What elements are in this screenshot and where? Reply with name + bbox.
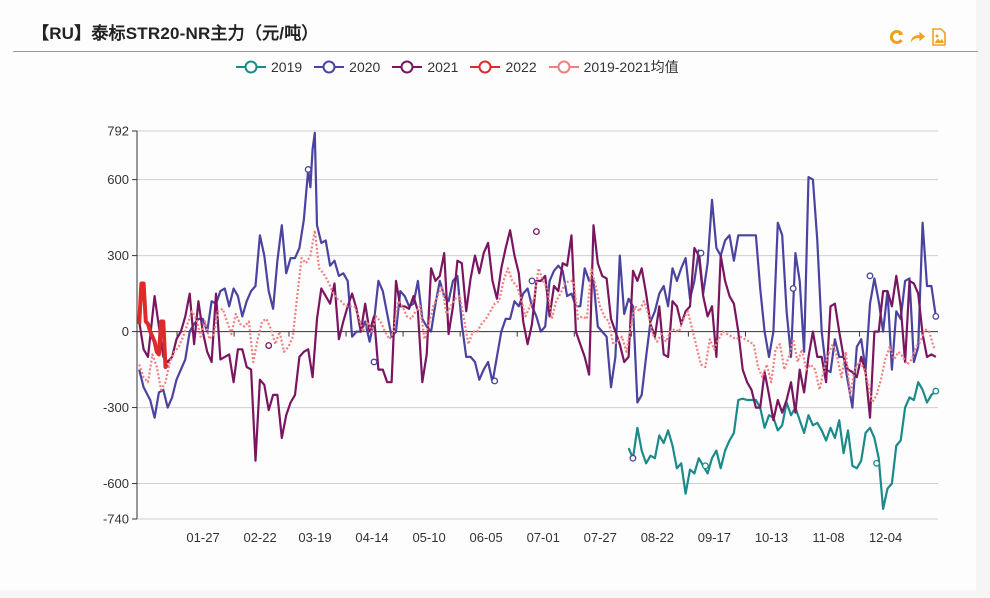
markers-group: [265, 166, 940, 470]
legend-item-2019[interactable]: 2019: [236, 59, 302, 75]
data-point-marker: [873, 459, 881, 467]
series-line-2019: [627, 381, 937, 510]
x-tick-label: 12-04: [869, 530, 902, 545]
series-line-2021: [138, 224, 937, 462]
y-tick-label: 600: [107, 172, 129, 187]
legend-marker-icon: [392, 60, 423, 74]
y-tick-label: -300: [103, 400, 129, 415]
refresh-icon[interactable]: [888, 28, 905, 45]
data-point-marker: [789, 285, 797, 292]
data-point-marker: [932, 387, 940, 395]
legend-item-2022[interactable]: 2022: [470, 59, 537, 75]
chart-title: 【RU】泰标STR20-NR主力（元/吨）: [32, 24, 319, 43]
data-point-marker: [491, 377, 499, 385]
x-tick-label: 02-22: [243, 530, 276, 545]
legend-marker-icon: [314, 60, 345, 74]
legend-marker-icon: [470, 60, 501, 74]
title-divider: [13, 51, 978, 52]
legend-label: 2020: [349, 59, 381, 75]
legend-item-2021[interactable]: 2021: [392, 59, 458, 75]
data-point-marker: [697, 249, 705, 257]
data-point-marker: [528, 277, 536, 285]
legend-label: 2019: [271, 59, 303, 75]
y-tick-label: -740: [103, 512, 129, 527]
x-tick-label: 07-01: [527, 530, 560, 545]
data-point-marker: [304, 166, 312, 173]
x-tick-label: 05-10: [412, 530, 445, 545]
x-tick-label: 08-22: [641, 530, 674, 545]
data-point-marker: [265, 342, 273, 349]
share-icon[interactable]: [909, 28, 926, 45]
chart-toolbox: [888, 27, 947, 46]
data-point-marker: [866, 272, 874, 280]
y-tick-label: 792: [107, 124, 129, 139]
y-tick-label: -600: [103, 476, 129, 491]
save-image-icon[interactable]: [930, 27, 947, 46]
series-line-2019-2021均值: [138, 229, 937, 404]
series-line-2022: [137, 281, 170, 369]
data-point-marker: [701, 462, 709, 470]
x-tick-label: 06-05: [470, 530, 503, 545]
chart-legend: 2019 2020 2021 2022 2019-2021均值: [236, 57, 691, 77]
legend-marker-icon: [236, 60, 266, 74]
grid-lines: [137, 130, 938, 520]
legend-item-avg-2019-2021[interactable]: 2019-2021均值: [548, 57, 679, 77]
data-point-marker: [370, 358, 378, 366]
legend-label: 2022: [505, 59, 537, 75]
x-tick-label: 10-13: [755, 530, 788, 545]
legend-label: 2021: [427, 59, 459, 75]
y-tick-label: 0: [122, 324, 129, 339]
legend-marker-icon: [548, 60, 579, 74]
x-tick-label: 01-27: [186, 530, 219, 545]
chart-panel: [0, 0, 976, 590]
series-line-2020: [138, 131, 937, 419]
data-point-marker: [932, 312, 940, 320]
series-group: [137, 131, 937, 510]
y-tick-label: 300: [107, 248, 129, 263]
legend-item-2020[interactable]: 2020: [314, 59, 380, 75]
x-tick-label: 07-27: [584, 530, 617, 545]
legend-label: 2019-2021均值: [583, 59, 679, 75]
data-point-marker: [532, 228, 540, 235]
data-point-marker: [629, 454, 637, 462]
axes: 792 600 300 0 -300 -600 -740 01-27 02-22 03-19 04-…: [103, 124, 938, 545]
x-tick-label: 04-14: [355, 530, 388, 545]
x-tick-label: 11-08: [812, 530, 844, 545]
x-tick-label: 09-17: [698, 530, 731, 545]
x-tick-label: 03-19: [298, 530, 331, 545]
